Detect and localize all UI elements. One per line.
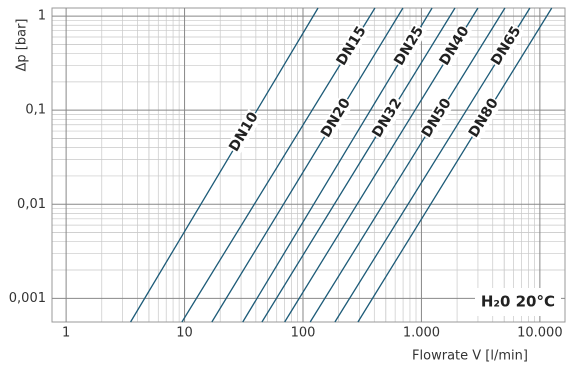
label-bg xyxy=(369,95,406,141)
x-tick-label: 100 xyxy=(291,326,316,341)
series-line xyxy=(261,7,456,323)
annotation: H₂0 20°C xyxy=(481,293,555,311)
annotation-bg xyxy=(475,288,561,316)
y-tick-label: 1 xyxy=(38,9,46,24)
x-tick-label: 10 xyxy=(176,326,193,341)
label-bg xyxy=(225,109,263,155)
y-tick-label: 0,1 xyxy=(25,103,46,118)
label-bg xyxy=(390,23,428,69)
plot-frame xyxy=(51,7,566,323)
series-line xyxy=(129,7,319,323)
series-line xyxy=(211,7,404,323)
label-bg xyxy=(487,23,525,69)
series-label: DN50 xyxy=(419,95,455,140)
label-bg xyxy=(465,95,503,141)
y-tick-label: 0,001 xyxy=(9,291,46,306)
label-bg xyxy=(418,95,456,141)
series-label: DN20 xyxy=(318,95,354,140)
x-tick-label: 1 xyxy=(62,326,70,341)
x-tick-label: 10.000 xyxy=(517,326,563,341)
label-bg xyxy=(317,95,355,141)
x-tick-label: 1.000 xyxy=(403,326,440,341)
x-axis-label: Flowrate V [l/min] xyxy=(412,349,528,364)
series-line xyxy=(357,7,553,323)
label-bg xyxy=(436,23,473,69)
y-tick-label: 0,01 xyxy=(17,197,46,212)
y-axis-label: Δp [bar] xyxy=(15,19,30,72)
series-line xyxy=(309,7,506,323)
label-bg xyxy=(333,23,370,69)
